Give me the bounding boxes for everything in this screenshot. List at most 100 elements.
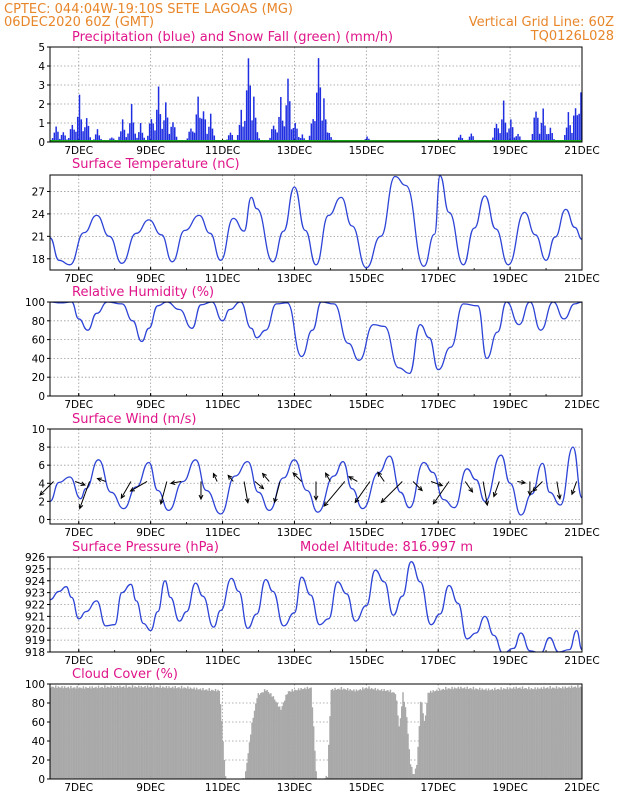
precipitation-x-tick-label: 19DEC [492, 145, 527, 157]
cloud-cover-bar [94, 687, 96, 779]
cloud-cover-bar [463, 687, 466, 779]
precipitation-bar [540, 122, 543, 142]
precipitation-bar [256, 132, 259, 142]
cloud-cover-bar [70, 686, 72, 779]
cloud-cover-bar [365, 687, 368, 779]
cloud-cover-bar [143, 687, 145, 779]
precipitation-bar [292, 127, 295, 142]
cloud-cover-bar [262, 692, 265, 779]
cloud-cover-bar [424, 715, 427, 779]
precipitation-y-tick-label: 4 [38, 61, 45, 73]
cloud-cover-bar [155, 686, 158, 779]
wind-arrowhead [169, 480, 176, 485]
cloud-cover-bar [487, 688, 490, 779]
humidity-y-tick-label: 40 [32, 353, 45, 365]
cloud-cover-bar [128, 686, 130, 779]
precipitation-bar [573, 115, 575, 142]
precipitation-bar [129, 123, 131, 142]
cloud-cover-bar [326, 777, 329, 779]
humidity-y-tick-label: 80 [32, 316, 45, 328]
cloud-cover-bar [341, 689, 344, 779]
cloud-cover-bar [192, 688, 194, 779]
pressure-x-tick-label: 11DEC [205, 655, 240, 667]
cloud-cover-bar [496, 689, 499, 779]
precipitation-bar [132, 122, 135, 142]
cloud-cover-bar [183, 687, 185, 779]
cloud-cover-bar [131, 685, 134, 779]
cloud-cover-bar [268, 693, 271, 779]
cloud-cover-bar [477, 689, 480, 779]
cloud-cover-bar [434, 690, 437, 779]
cloud-cover-bar [138, 685, 140, 779]
wind-arrow [292, 472, 302, 482]
cloud-cover-bar [380, 689, 383, 779]
wind-x-tick-label: 7DEC [64, 527, 93, 539]
cloud-cover-bar [144, 685, 146, 779]
pressure-title: Surface Pressure (hPa) [72, 540, 219, 555]
wind-arrow [377, 472, 385, 482]
precipitation-bar [564, 135, 566, 142]
cloud-cover-bar [413, 774, 416, 779]
precipitation-bar [139, 123, 142, 142]
cloud-cover-bar [392, 692, 394, 779]
precipitation-bar [75, 131, 77, 142]
precipitation-bar [57, 131, 59, 142]
cloud-cover-bar [58, 687, 61, 779]
precipitation-bar [188, 131, 190, 142]
cloud-cover-bar [304, 687, 306, 779]
cloud-cover-bar [216, 691, 218, 779]
cloud-cover-bar [437, 691, 439, 779]
precipitation-bar [544, 125, 546, 142]
cloud-cover-bar [61, 686, 63, 779]
cloud-cover-y-tick-label: 0 [38, 774, 45, 786]
cloud-cover-bar [553, 687, 555, 779]
cloud-cover-bar [440, 690, 442, 779]
cloud-cover-bar [466, 686, 468, 779]
cloud-cover-bar [502, 688, 505, 779]
wind-arrow [464, 481, 473, 493]
cloud-cover-bar [368, 686, 370, 779]
cloud-cover-bar [250, 734, 252, 779]
wind-arrow [556, 481, 561, 499]
precipitation-bar [166, 117, 169, 142]
cloud-cover-bar [382, 691, 384, 779]
cloud-cover-bar [278, 706, 281, 779]
cloud-cover-bar [218, 690, 221, 779]
precipitation-bar [319, 87, 322, 142]
precipitation-bar [569, 125, 571, 142]
cloud-cover-bar [106, 686, 109, 779]
cloud-cover-bar [256, 698, 258, 779]
cloud-cover-bar [245, 771, 247, 779]
cloud-cover-bar [91, 686, 93, 779]
temperature-x-tick-label: 17DEC [421, 273, 456, 285]
precipitation-bar [493, 127, 496, 142]
precipitation-bar [231, 134, 234, 142]
wind-arrow [254, 481, 264, 490]
precipitation-bar [143, 137, 145, 142]
cloud-cover-bar [379, 690, 382, 779]
cloud-cover-bar [140, 685, 143, 779]
precipitation-bar [150, 119, 153, 142]
cloud-cover-bar [120, 687, 122, 779]
precipitation-bar [506, 132, 509, 142]
wind-arrowhead [96, 477, 102, 483]
cloud-cover-bar [67, 686, 70, 779]
wind-arrowhead [520, 479, 527, 485]
cloud-cover-bar [530, 688, 533, 779]
precipitation-bar [578, 113, 580, 142]
cloud-cover-bar [290, 691, 292, 779]
cloud-cover-bar [294, 689, 296, 779]
cloud-cover-bar [524, 688, 526, 779]
cloud-cover-bar [568, 686, 570, 779]
cloud-cover-bar [62, 688, 65, 779]
cloud-cover-bar [153, 685, 155, 779]
cloud-cover-bar [448, 688, 451, 779]
cloud-cover-bar [442, 688, 444, 779]
cloud-cover-bar [330, 689, 333, 779]
temperature-title: Surface Temperature (nC) [72, 157, 240, 172]
precipitation-y-tick-label: 5 [38, 42, 45, 54]
wind-arrowhead [129, 487, 135, 492]
cloud-cover-bar [407, 733, 409, 779]
cloud-cover-bar [154, 687, 156, 779]
wind-arrow [74, 481, 86, 486]
